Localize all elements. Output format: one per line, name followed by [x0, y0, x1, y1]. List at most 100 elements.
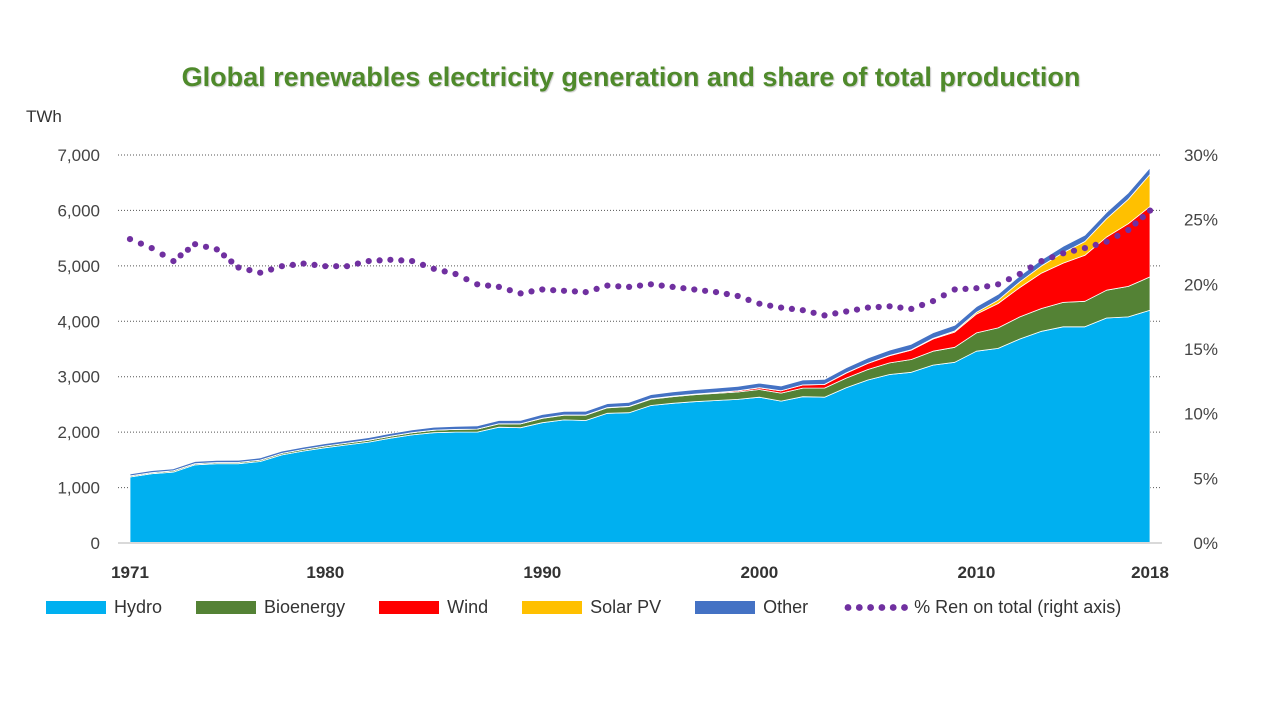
y2-tick-label: 5%: [1193, 469, 1218, 488]
share-point: [343, 263, 351, 270]
share-point: [745, 296, 752, 303]
x-tick-label: 1980: [306, 563, 344, 582]
share-point: [257, 269, 264, 276]
share-point: [680, 285, 687, 292]
share-point: [1132, 220, 1139, 227]
legend-label: Wind: [447, 596, 489, 617]
legend: Hydro Bioenergy Wind Solar PV Other % Ren on …: [46, 595, 1155, 619]
legend-swatch: [379, 600, 440, 614]
share-point: [311, 261, 318, 268]
legend-item-bioenergy: Bioenergy: [196, 597, 345, 618]
legend-label: Other: [763, 596, 809, 617]
share-point: [778, 304, 785, 311]
share-point: [810, 309, 817, 316]
share-point: [354, 260, 361, 267]
share-point: [126, 236, 134, 243]
share-point: [962, 285, 969, 292]
share-point: [485, 282, 492, 289]
share-point: [376, 257, 383, 264]
share-point: [940, 292, 947, 299]
y2-tick-label: 10%: [1184, 405, 1218, 424]
share-point: [626, 283, 633, 290]
share-point: [853, 306, 861, 313]
share-point: [1060, 250, 1067, 257]
share-point: [571, 288, 579, 295]
y-tick-label: 1,000: [57, 479, 100, 498]
share-point: [409, 258, 416, 265]
share-point: [1081, 245, 1088, 252]
legend-item-wind: Wind: [379, 597, 488, 618]
share-point: [1092, 241, 1099, 248]
share-point: [137, 240, 144, 247]
share-point: [995, 281, 1002, 288]
share-point: [1125, 226, 1132, 234]
legend-label: Hydro: [114, 596, 163, 617]
share-point: [322, 263, 329, 270]
share-point: [767, 302, 774, 309]
x-tick-label: 2018: [1131, 563, 1169, 582]
share-point: [788, 305, 796, 312]
share-point: [1139, 214, 1146, 221]
share-point: [246, 267, 253, 274]
chart-title: Global renewables electricity generation…: [181, 62, 1081, 92]
share-point: [1103, 238, 1110, 245]
share-point: [517, 290, 524, 297]
share-point: [148, 245, 155, 252]
share-point: [430, 265, 437, 272]
share-point: [1016, 270, 1023, 278]
share-point: [441, 268, 448, 275]
share-point: [365, 258, 372, 265]
x-tick-label: 2000: [740, 563, 778, 582]
share-series: [126, 207, 1154, 319]
share-point: [550, 287, 557, 294]
share-point: [506, 287, 513, 294]
y-tick-label: 5,000: [57, 257, 100, 276]
share-point: [192, 241, 199, 248]
share-point: [875, 303, 882, 311]
share-point: [658, 282, 665, 289]
share-point: [919, 301, 926, 309]
share-point: [474, 281, 481, 288]
share-point: [495, 283, 502, 290]
legend-item-hydro: Hydro: [46, 597, 162, 618]
share-point: [1027, 264, 1034, 271]
share-point: [300, 260, 307, 267]
share-point: [228, 258, 235, 265]
y-tick-label: 2,000: [57, 423, 100, 442]
share-point: [951, 286, 958, 293]
area-other: [129, 167, 1151, 477]
share-point: [560, 287, 568, 294]
share-point: [615, 283, 622, 290]
x-tick-label: 1971: [111, 563, 149, 582]
legend-item-solar-pv: Solar PV: [522, 597, 661, 618]
x-tick-label: 1990: [523, 563, 561, 582]
share-point: [973, 285, 980, 292]
y-tick-label: 7,000: [57, 146, 100, 165]
legend-swatch: [46, 600, 106, 614]
share-point: [170, 258, 177, 265]
share-point: [929, 298, 937, 305]
share-point: [220, 252, 228, 259]
share-point: [984, 283, 991, 290]
share-point: [843, 308, 850, 315]
y-tick-label: 3,000: [57, 368, 100, 387]
share-point: [184, 246, 191, 253]
share-point: [647, 281, 655, 288]
x-tick-label: 2010: [957, 563, 995, 582]
share-point: [1005, 276, 1013, 283]
y2-tick-label: 0%: [1193, 534, 1218, 553]
share-point: [202, 243, 210, 250]
share-point: [886, 303, 893, 310]
share-point: [604, 282, 611, 289]
share-point: [333, 263, 340, 270]
share-point: [235, 264, 242, 271]
share-point: [539, 286, 546, 293]
share-point: [691, 286, 698, 293]
share-point: [268, 266, 275, 273]
share-point: [1070, 247, 1078, 254]
share-point: [712, 289, 720, 296]
legend-label: Solar PV: [590, 596, 662, 617]
y-axis-unit: TWh: [26, 107, 62, 126]
legend-item-other: Other: [695, 597, 808, 618]
